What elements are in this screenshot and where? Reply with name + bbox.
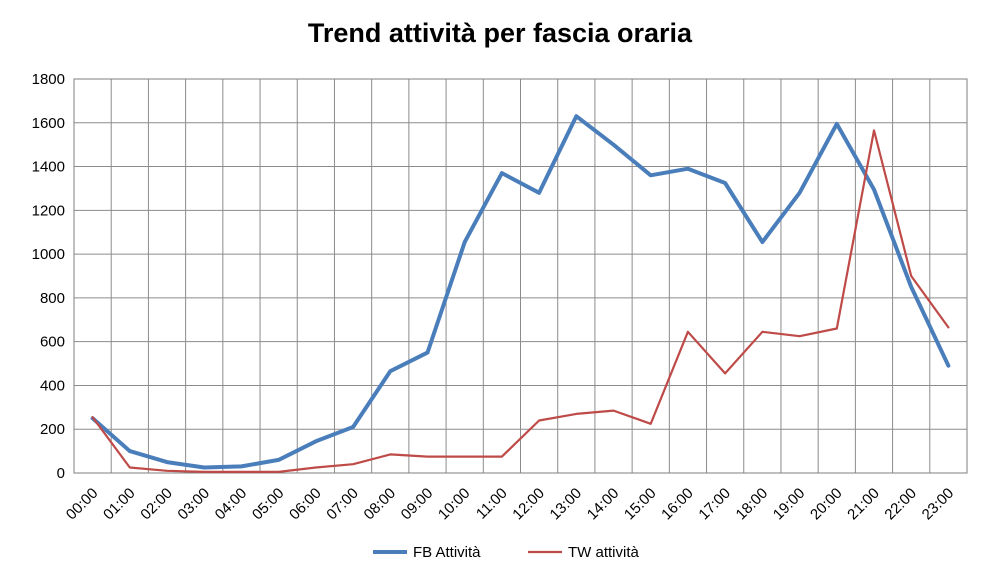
x-tick-label: 21:00 [844, 485, 883, 524]
x-tick-label: 09:00 [398, 485, 437, 524]
x-tick-label: 10:00 [435, 485, 474, 524]
series-line-fb [90, 114, 951, 470]
x-tick-label: 20:00 [807, 485, 846, 524]
x-tick-label: 05:00 [249, 485, 288, 524]
y-tick-label: 1800 [32, 71, 65, 88]
x-tick-label: 14:00 [584, 485, 623, 524]
y-axis-ticks: 0 200 400 600 800 1000 1200 1400 1600 1800 [32, 71, 65, 482]
y-tick-label: 0 [57, 465, 65, 482]
x-tick-label: 19:00 [770, 485, 809, 524]
x-tick-label: 06:00 [286, 485, 325, 524]
y-tick-label: 1000 [32, 246, 65, 263]
x-tick-label: 15:00 [621, 485, 660, 524]
x-tick-label: 00:00 [63, 485, 102, 524]
x-tick-label: 13:00 [547, 485, 586, 524]
series-line-tw [91, 129, 950, 473]
series-lines [90, 114, 951, 473]
y-tick-label: 200 [40, 421, 65, 438]
x-tick-label: 07:00 [323, 485, 362, 524]
plot-area-border [73, 78, 968, 474]
x-tick-label: 23:00 [919, 485, 958, 524]
legend-label-tw: TW attività [568, 544, 639, 561]
x-tick-label: 08:00 [361, 485, 400, 524]
x-tick-label: 01:00 [100, 485, 139, 524]
x-tick-label: 22:00 [881, 485, 920, 524]
x-tick-label: 16:00 [658, 485, 697, 524]
legend: FB Attività TW attività [373, 544, 639, 561]
x-tick-label: 04:00 [212, 485, 251, 524]
legend-label-fb: FB Attività [413, 544, 481, 561]
x-tick-label: 03:00 [174, 485, 213, 524]
x-tick-label: 12:00 [509, 485, 548, 524]
x-tick-label: 18:00 [733, 485, 772, 524]
y-tick-label: 1200 [32, 202, 65, 219]
y-tick-label: 800 [40, 290, 65, 307]
x-tick-label: 02:00 [137, 485, 176, 524]
y-tick-label: 400 [40, 377, 65, 394]
grid [73, 78, 968, 474]
y-tick-label: 600 [40, 334, 65, 351]
y-tick-label: 1600 [32, 115, 65, 132]
chart-title: Trend attività per fascia oraria [307, 18, 693, 48]
x-tick-label: 11:00 [473, 485, 511, 523]
x-tick-label: 17:00 [695, 485, 734, 524]
y-tick-label: 1400 [32, 159, 65, 176]
x-axis-ticks: 00:0001:0002:0003:0004:0005:0006:0007:00… [63, 485, 957, 524]
